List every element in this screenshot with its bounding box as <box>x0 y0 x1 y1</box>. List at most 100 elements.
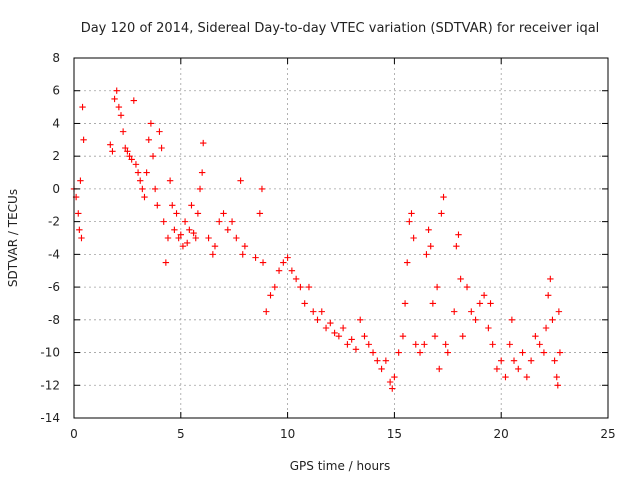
axis-ticks: 0 5 10 15 20 25 -14 -12 -10 -8 -6 -4 -2 0 2 4 6 8 <box>40 51 615 441</box>
data-point <box>555 308 563 315</box>
data-point <box>369 349 377 356</box>
data-point <box>259 259 267 266</box>
data-point <box>404 259 411 266</box>
data-point <box>378 365 385 373</box>
x-tick-label: 25 <box>600 427 615 441</box>
data-point <box>113 87 120 94</box>
data-point <box>220 210 227 217</box>
data-point <box>386 378 394 386</box>
data-point <box>111 95 118 103</box>
data-point <box>374 357 381 364</box>
data-point <box>190 229 197 237</box>
y-tick-label: -14 <box>40 411 60 425</box>
data-point <box>205 234 212 242</box>
x-tick-label: 20 <box>494 427 509 441</box>
data-point <box>196 185 204 193</box>
data-point <box>453 242 460 250</box>
x-tick-label: 5 <box>177 427 185 441</box>
data-point <box>476 300 484 307</box>
data-point <box>228 218 236 225</box>
data-point <box>382 357 390 364</box>
data-point <box>149 152 157 160</box>
data-point <box>141 193 148 201</box>
data-point <box>468 308 475 315</box>
data-point <box>519 349 526 356</box>
data-point <box>126 152 133 160</box>
data-point <box>258 185 266 193</box>
y-tick-label: 2 <box>52 149 60 163</box>
data-point <box>224 226 231 234</box>
data-point <box>395 349 402 356</box>
data-point <box>162 259 170 266</box>
data-point <box>179 242 187 250</box>
data-point <box>408 210 415 217</box>
data-point <box>523 373 531 381</box>
data-point <box>314 316 321 324</box>
data-point <box>292 275 300 283</box>
data-point <box>551 357 558 364</box>
data-point <box>164 234 172 242</box>
data-point <box>119 128 127 135</box>
data-point <box>252 254 259 261</box>
data-point <box>544 292 552 299</box>
data-point <box>151 185 159 193</box>
data-point <box>344 341 351 348</box>
data-point <box>515 365 522 373</box>
data-point <box>540 349 548 356</box>
data-point <box>216 218 223 225</box>
data-point <box>436 365 443 373</box>
data-point <box>331 329 338 337</box>
data-point <box>549 316 556 324</box>
plot-frame <box>73 57 609 419</box>
data-point <box>275 267 283 274</box>
data-point <box>406 218 413 225</box>
data-point <box>442 341 449 348</box>
data-point <box>423 251 430 258</box>
data-point <box>78 234 85 242</box>
data-point <box>284 254 291 261</box>
data-point <box>271 283 278 291</box>
y-axis-label: SDTVAR / TECUs <box>6 189 20 287</box>
data-point <box>532 332 539 340</box>
data-point <box>318 308 325 315</box>
data-point <box>156 128 163 135</box>
data-point <box>425 226 432 234</box>
data-point <box>487 300 494 307</box>
data-point <box>438 210 445 217</box>
data-point <box>173 210 180 217</box>
data-point <box>184 239 191 247</box>
data-point <box>77 177 84 184</box>
data-point <box>263 308 270 315</box>
data-point <box>130 97 138 104</box>
data-point <box>124 148 131 155</box>
data-point <box>145 136 152 144</box>
data-point <box>80 136 87 144</box>
data-point <box>237 177 244 184</box>
data-point <box>122 144 129 152</box>
y-tick-label: -4 <box>48 247 60 261</box>
data-point <box>75 210 82 217</box>
data-point <box>211 242 219 250</box>
data-point <box>527 357 535 364</box>
y-tick-label: 6 <box>52 84 60 98</box>
data-point <box>169 202 176 209</box>
data-point <box>335 332 343 340</box>
y-tick-label: -2 <box>48 215 60 229</box>
data-point <box>339 324 347 332</box>
x-tick-label: 10 <box>280 427 295 441</box>
data-point <box>132 161 140 168</box>
data-point <box>554 382 562 389</box>
data-point <box>485 324 492 332</box>
data-point <box>200 139 207 147</box>
data-point <box>194 210 202 217</box>
x-axis-label: GPS time / hours <box>290 459 391 473</box>
data-point <box>143 169 150 176</box>
data-point <box>109 148 116 155</box>
data-point <box>365 341 372 348</box>
data-point <box>115 103 123 111</box>
data-point <box>322 324 330 332</box>
data-point <box>498 357 505 364</box>
data-point <box>547 275 554 283</box>
data-point <box>239 251 246 258</box>
